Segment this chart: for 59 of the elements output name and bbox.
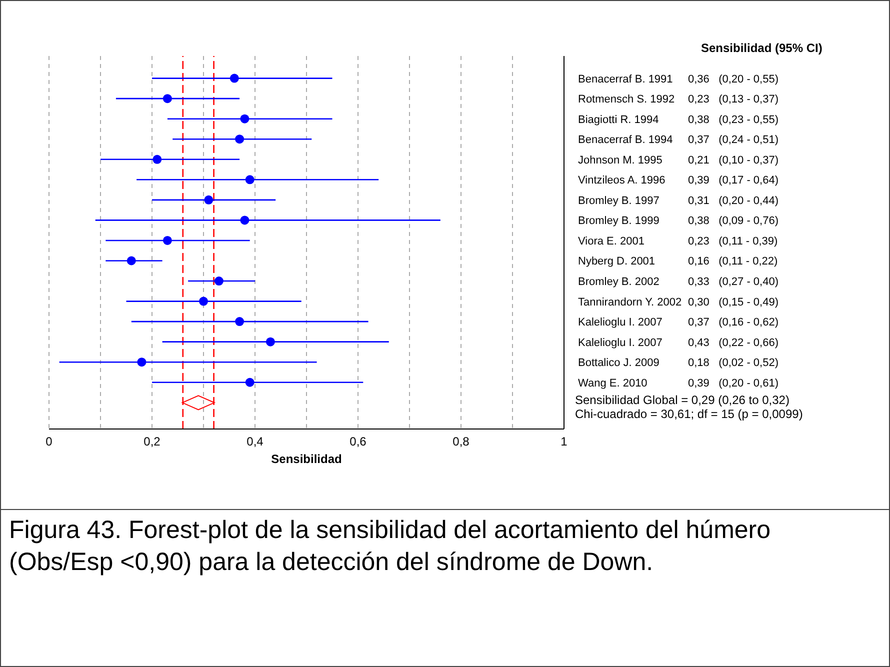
data-label: 0,31 (0,20 - 0,44)	[688, 194, 778, 207]
data-label: 0,37 (0,16 - 0,62)	[688, 316, 778, 329]
y-tick-label: Johnson M. 1995	[578, 154, 662, 166]
x-tick-label: 0,2	[144, 434, 161, 449]
data-label: 0,36 (0,20 - 0,55)	[688, 73, 778, 86]
data-label: 0,39 (0,20 - 0,61)	[688, 377, 778, 390]
y-tick-label: Nyberg D. 2001	[578, 256, 656, 268]
point	[152, 154, 162, 164]
y-tick-label: Bromley B. 2002	[578, 276, 660, 288]
point	[240, 216, 250, 225]
y-tick-label: Kalelioglu I. 2007	[578, 336, 662, 349]
y-tick-label: Biagiotti R. 1994	[578, 114, 659, 126]
data-label: 0,23 (0,11 - 0,39)	[688, 235, 778, 248]
point	[235, 317, 244, 326]
data-label: 0,39 (0,17 - 0,64)	[688, 174, 778, 187]
data-label: 0,37 (0,24 - 0,51)	[688, 134, 778, 146]
data-label: 0,43 (0,22 - 0,66)	[688, 336, 778, 349]
data-label: 0,38 (0,23 - 0,55)	[688, 114, 778, 126]
text: Sensibilidad (95% CI)	[701, 41, 822, 55]
data-label: 0,38 (0,09 - 0,76)	[688, 215, 778, 228]
x-tick-label: 0,4	[246, 434, 264, 449]
data-label: 0,23 (0,13 - 0,37)	[688, 94, 778, 106]
y-tick-label: Bromley B. 1999	[578, 215, 660, 228]
point	[240, 114, 250, 124]
data-label: 0,18 (0,02 - 0,52)	[688, 357, 778, 370]
text: Chi-cuadrado = 30,61; df = 15 (p = 0,0099)	[575, 407, 803, 421]
y-tick-label: Kalelioglu I. 2007	[578, 316, 662, 329]
y-tick-label: Bromley B. 1997	[578, 194, 660, 207]
point	[162, 236, 172, 245]
x-tick-label: 0,8	[452, 434, 470, 449]
text: Sensibilidad Global = 0,29 (0,26 to 0,32)	[575, 393, 790, 407]
y-tick-label: Viora E. 2001	[578, 235, 644, 248]
x-axis-title: Sensibilidad	[271, 452, 342, 466]
data-label: 0,33 (0,27 - 0,40)	[688, 276, 778, 288]
y-tick-label: Tannirandorn Y. 2002	[578, 296, 682, 308]
x-tick-label: 0	[46, 434, 53, 449]
y-tick-label: Vintzileos A. 1996	[578, 174, 666, 187]
y-tick-label: Benacerraf B. 1991	[578, 73, 673, 86]
point	[235, 134, 244, 144]
point	[204, 195, 214, 204]
y-tick-label: Rotmensch S. 1992	[578, 94, 675, 106]
point	[214, 276, 224, 286]
data-label: 0,21 (0,10 - 0,37)	[688, 154, 778, 166]
point	[245, 378, 254, 387]
x-tick-label: 0,6	[350, 434, 367, 449]
point	[230, 74, 239, 83]
y-tick-label: Benacerraf B. 1994	[578, 134, 673, 146]
data-label: 0,30 (0,15 - 0,49)	[688, 296, 778, 308]
point	[162, 94, 172, 104]
data-label: 0,16 (0,11 - 0,22)	[688, 256, 778, 268]
point	[245, 175, 254, 184]
x-tick-label: 1	[560, 434, 568, 449]
y-tick-label: Wang E. 2010	[578, 377, 648, 390]
point	[137, 358, 146, 367]
point	[199, 296, 208, 306]
text: Figura 43. Forest-plot de la sensibilidad del acortamiento del húmero (Obs/Esp <0,90) para la detección del síndrome de Down.	[1, 509, 889, 582]
y-tick-label: Bottalico J. 2009	[578, 357, 660, 370]
point	[266, 337, 275, 346]
point	[126, 256, 136, 266]
